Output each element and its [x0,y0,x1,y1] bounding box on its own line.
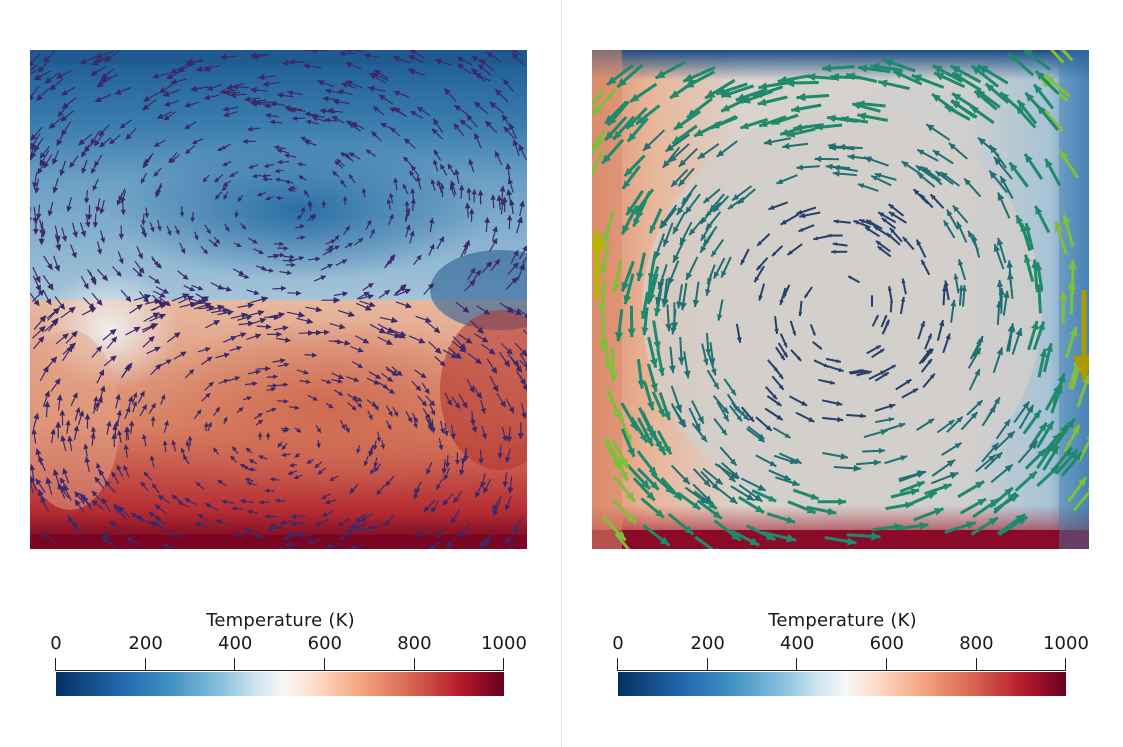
tick-label-1000: 1000 [1043,633,1089,654]
tick-label-600: 600 [307,633,342,654]
temperature-legend-right: Temperature (K) 0 200 400 600 800 1000 [562,610,1123,710]
colorbar [56,672,504,696]
tick-label-800: 800 [959,633,994,654]
tick-label-1000: 1000 [481,633,527,654]
panel-divider [561,0,562,747]
tick-label-800: 800 [397,633,432,654]
tick-label-200: 200 [690,633,725,654]
left-render-view[interactable]: Temperature (K) 0 200 400 600 800 1000 [0,0,561,747]
tick-label-0: 0 [50,633,62,654]
tick-label-400: 400 [780,633,815,654]
temperature-field-right[interactable] [592,50,1089,549]
tick-label-600: 600 [869,633,904,654]
colorbar [618,672,1066,696]
tick-label-0: 0 [612,633,624,654]
legend-title: Temperature (K) [206,610,355,631]
tick-label-400: 400 [218,633,253,654]
colorbar-ticks [562,658,1123,672]
temperature-field-left[interactable] [30,50,527,549]
right-render-view[interactable]: Temperature (K) 0 200 400 600 800 1000 [562,0,1123,747]
tick-label-200: 200 [128,633,163,654]
temperature-legend-left: Temperature (K) 0 200 400 600 800 1000 [0,610,561,710]
legend-title: Temperature (K) [768,610,917,631]
colorbar-ticks [0,658,561,672]
